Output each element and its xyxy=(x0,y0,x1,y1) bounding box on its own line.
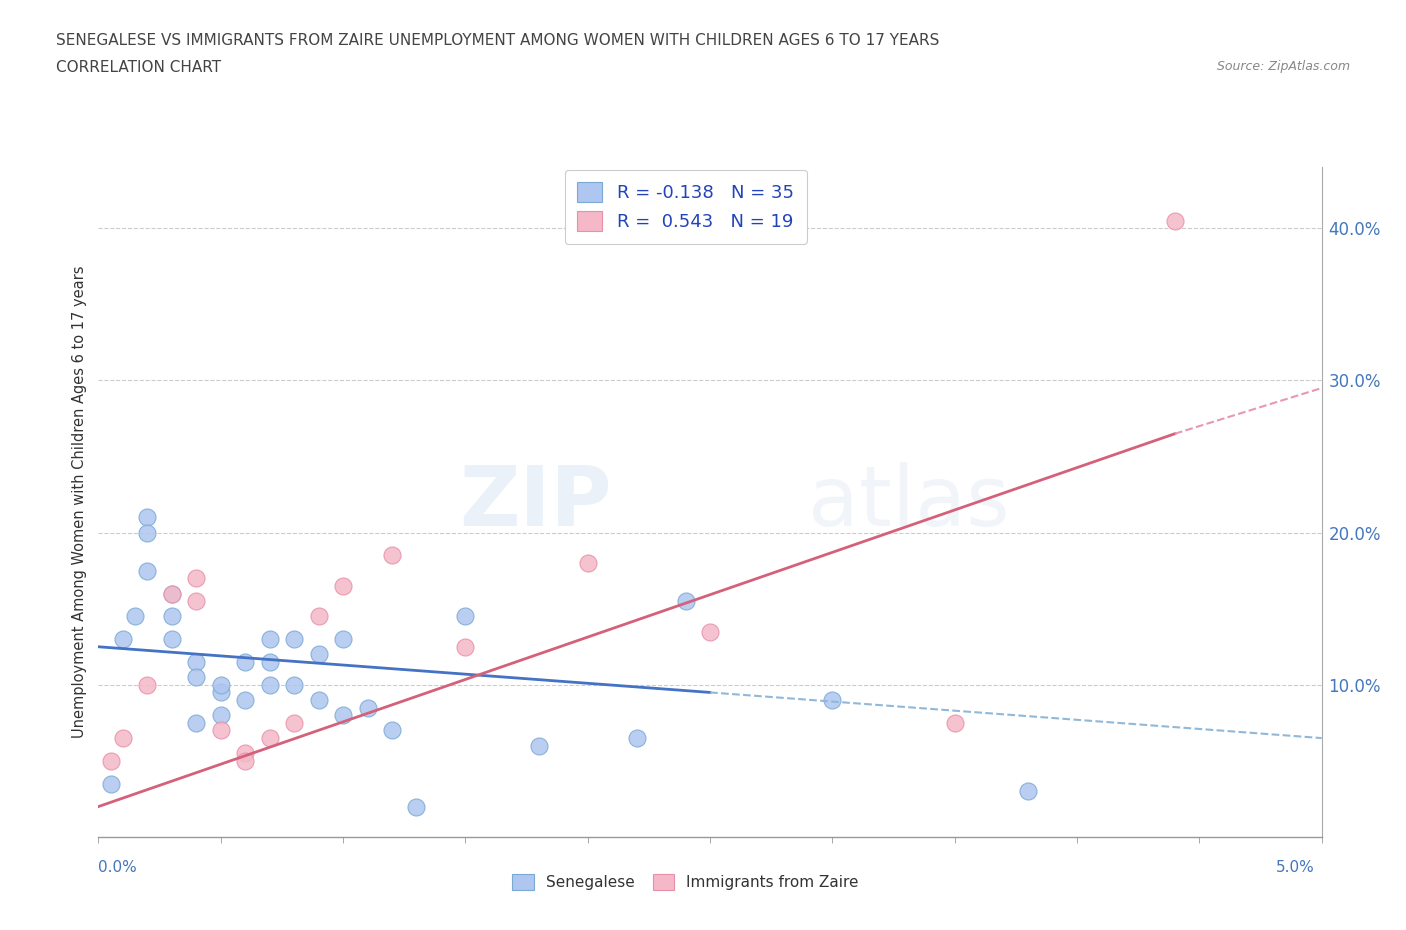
Point xyxy=(100,753,122,768)
Text: ZIP: ZIP xyxy=(460,461,612,543)
Point xyxy=(186,715,208,730)
Point xyxy=(381,723,404,737)
Point xyxy=(233,655,256,670)
Point xyxy=(233,753,256,768)
Point xyxy=(100,777,122,791)
Point xyxy=(209,685,232,700)
Text: atlas: atlas xyxy=(808,461,1010,543)
Text: 0.0%: 0.0% xyxy=(98,860,138,875)
Point xyxy=(233,746,256,761)
Point xyxy=(259,655,281,670)
Point xyxy=(356,700,378,715)
Point xyxy=(283,677,305,692)
Text: SENEGALESE VS IMMIGRANTS FROM ZAIRE UNEMPLOYMENT AMONG WOMEN WITH CHILDREN AGES : SENEGALESE VS IMMIGRANTS FROM ZAIRE UNEM… xyxy=(56,33,939,47)
Point xyxy=(308,693,330,708)
Text: 5.0%: 5.0% xyxy=(1275,860,1315,875)
Point xyxy=(160,586,183,601)
Point xyxy=(308,647,330,662)
Point xyxy=(332,708,354,723)
Point xyxy=(1017,784,1039,799)
Point xyxy=(259,631,281,646)
Point xyxy=(186,571,208,586)
Point xyxy=(136,677,159,692)
Point xyxy=(233,693,256,708)
Point xyxy=(186,593,208,608)
Point xyxy=(943,715,966,730)
Point xyxy=(160,586,183,601)
Point xyxy=(111,731,134,746)
Point xyxy=(675,593,697,608)
Text: CORRELATION CHART: CORRELATION CHART xyxy=(56,60,221,75)
Y-axis label: Unemployment Among Women with Children Ages 6 to 17 years: Unemployment Among Women with Children A… xyxy=(72,266,87,738)
Point xyxy=(136,525,159,540)
Point xyxy=(283,631,305,646)
Point xyxy=(308,609,330,624)
Point xyxy=(283,715,305,730)
Point xyxy=(160,631,183,646)
Point xyxy=(209,723,232,737)
Point xyxy=(136,510,159,525)
Point xyxy=(699,624,721,639)
Point xyxy=(186,670,208,684)
Point xyxy=(821,693,844,708)
Point xyxy=(136,564,159,578)
Point xyxy=(527,738,550,753)
Point xyxy=(209,708,232,723)
Point xyxy=(405,799,427,814)
Point xyxy=(626,731,648,746)
Point xyxy=(259,677,281,692)
Point xyxy=(1164,213,1187,228)
Point xyxy=(576,555,599,570)
Legend: Senegalese, Immigrants from Zaire: Senegalese, Immigrants from Zaire xyxy=(506,868,865,897)
Point xyxy=(381,548,404,563)
Point xyxy=(209,677,232,692)
Point xyxy=(160,609,183,624)
Text: Source: ZipAtlas.com: Source: ZipAtlas.com xyxy=(1216,60,1350,73)
Point xyxy=(111,631,134,646)
Point xyxy=(454,639,477,654)
Point xyxy=(454,609,477,624)
Point xyxy=(332,578,354,593)
Point xyxy=(124,609,146,624)
Point xyxy=(332,631,354,646)
Point xyxy=(259,731,281,746)
Point xyxy=(186,655,208,670)
